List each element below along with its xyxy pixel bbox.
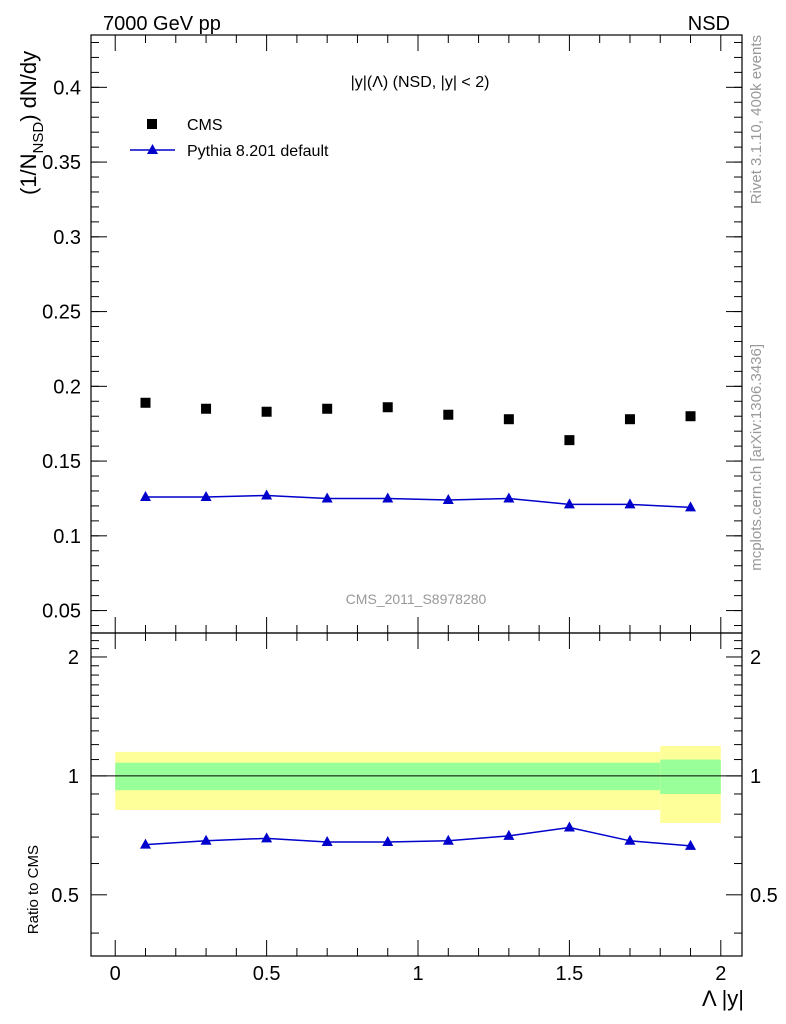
cms-point <box>201 403 212 414</box>
ratio-mc-point <box>563 821 575 832</box>
ratio-ytick-label-right: 1 <box>750 766 761 788</box>
ratio-xtick-label: 1.5 <box>556 963 584 985</box>
main-ytick-label: 0.25 <box>42 302 81 324</box>
ratio-mc-point <box>624 834 636 845</box>
side-text-bottom: mcplots.cern.ch [arXiv:1306.3436] <box>748 344 765 571</box>
main-ytick-label: 0.2 <box>53 376 81 398</box>
mc-point <box>503 492 515 503</box>
mc-point <box>563 498 575 509</box>
ratio-mc-point <box>140 838 152 849</box>
legend-label-mc: Pythia 8.201 default <box>187 143 329 160</box>
ratio-mc-point <box>382 836 394 847</box>
cms-point <box>382 402 393 413</box>
ratio-plot-panel: 0.5 0.5 1 1 2 2 0 0.5 1 1.5 2 Ratio to CMS Λ |y| <box>25 632 778 1011</box>
mc-point <box>321 492 333 503</box>
mc-point <box>685 501 697 512</box>
ratio-ytick-label-right: 2 <box>750 647 761 669</box>
cms-point <box>503 414 514 425</box>
mc-point <box>200 490 212 501</box>
ratio-ytick-label: 0.5 <box>51 885 79 907</box>
main-ytick-label: 0.3 <box>53 227 81 249</box>
ratio-xtick-label: 2 <box>715 963 726 985</box>
main-ytick-label: 0.05 <box>42 601 81 623</box>
legend-marker-cms <box>147 119 157 129</box>
ratio-xtick-label: 0 <box>110 963 121 985</box>
cms-point <box>261 406 272 417</box>
uncertainty-band-inner <box>115 762 661 791</box>
main-ytick-label: 0.4 <box>53 77 81 99</box>
ratio-xtick-label: 0.5 <box>253 963 281 985</box>
ratio-mc-point <box>261 832 273 843</box>
legend-label-cms: CMS <box>187 117 223 134</box>
main-ytick-label: 0.1 <box>53 526 81 548</box>
mc-point <box>442 493 454 504</box>
ratio-ytick-label: 1 <box>68 766 79 788</box>
ratio-mc-line <box>145 826 691 847</box>
ratio-xtick-label: 1 <box>412 963 423 985</box>
plot-title: |y|(Λ) (NSD, |y| < 2) <box>351 74 490 91</box>
cms-point <box>685 411 696 422</box>
cms-point <box>322 403 333 414</box>
cms-point <box>624 414 635 425</box>
cms-point <box>140 397 151 408</box>
mc-point <box>382 492 394 503</box>
cms-point <box>443 409 454 420</box>
cms-point <box>564 435 575 446</box>
side-text-top: Rivet 3.1.10, 400k events <box>748 35 765 204</box>
ratio-mc-point <box>321 836 333 847</box>
mc-point <box>261 489 273 500</box>
main-ytick-label: 0.35 <box>42 152 81 174</box>
ratio-ylabel: Ratio to CMS <box>25 845 42 934</box>
ratio-xlabel: Λ |y| <box>702 986 744 1011</box>
uncertainty-band-inner <box>660 759 721 794</box>
watermark: CMS_2011_S8978280 <box>346 591 487 607</box>
mc-line <box>145 494 691 509</box>
ratio-mc-point <box>200 834 212 845</box>
ratio-mc-point <box>442 834 454 845</box>
ratio-ytick-label-right: 0.5 <box>750 885 778 907</box>
ratio-plot-frame <box>90 632 743 957</box>
header-right: NSD <box>688 13 730 35</box>
ratio-ytick-label: 2 <box>68 647 79 669</box>
legend-marker-mc <box>147 144 158 154</box>
ratio-mc-point <box>503 829 515 840</box>
legend: CMS Pythia 8.201 default <box>130 117 329 160</box>
main-ytick-label: 0.15 <box>42 451 81 473</box>
mc-point <box>140 490 152 501</box>
ratio-mc-point <box>685 839 697 850</box>
mc-point <box>624 498 636 509</box>
main-plot-panel: 0.05 0.1 0.15 0.2 0.25 0.3 0.35 0.4 |y|(Λ) (NSD… <box>16 34 743 634</box>
header-left: 7000 GeV pp <box>103 13 221 35</box>
